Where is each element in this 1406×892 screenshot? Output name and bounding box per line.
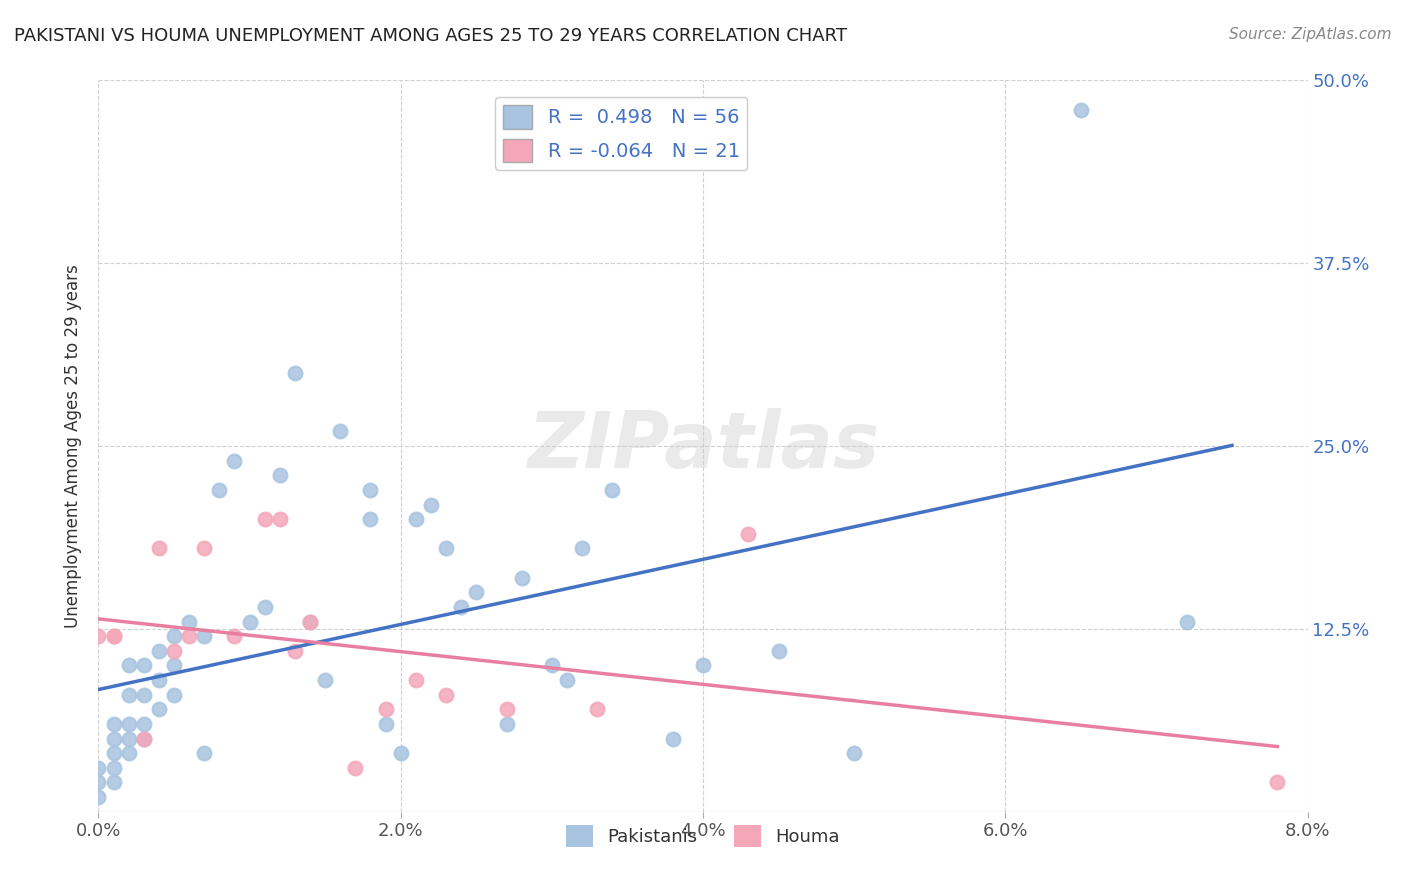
Point	[103, 746, 125, 760]
Point	[555, 673, 578, 687]
Point	[118, 731, 141, 746]
Point	[465, 585, 488, 599]
Point	[420, 498, 443, 512]
Point	[661, 731, 683, 746]
Point	[374, 717, 396, 731]
Point	[269, 468, 291, 483]
Point	[118, 746, 141, 760]
Point	[193, 629, 215, 643]
Point	[344, 761, 367, 775]
Point	[510, 571, 533, 585]
Point	[179, 629, 201, 643]
Point	[148, 541, 170, 556]
Point	[284, 644, 307, 658]
Point	[103, 629, 125, 643]
Point	[314, 673, 336, 687]
Point	[434, 688, 457, 702]
Point	[239, 615, 262, 629]
Point	[87, 761, 110, 775]
Point	[103, 775, 125, 789]
Point	[103, 731, 125, 746]
Y-axis label: Unemployment Among Ages 25 to 29 years: Unemployment Among Ages 25 to 29 years	[65, 264, 83, 628]
Point	[132, 688, 155, 702]
Point	[118, 717, 141, 731]
Point	[148, 673, 170, 687]
Point	[132, 717, 155, 731]
Point	[586, 702, 609, 716]
Point	[208, 483, 231, 497]
Point	[132, 658, 155, 673]
Point	[737, 526, 759, 541]
Text: ZIPatlas: ZIPatlas	[527, 408, 879, 484]
Point	[329, 425, 352, 439]
Point	[193, 746, 215, 760]
Point	[1175, 615, 1198, 629]
Point	[148, 702, 170, 716]
Point	[284, 366, 307, 380]
Point	[374, 702, 396, 716]
Point	[571, 541, 593, 556]
Legend: Pakistanis, Houma: Pakistanis, Houma	[558, 817, 848, 854]
Point	[163, 688, 186, 702]
Point	[132, 731, 155, 746]
Text: Source: ZipAtlas.com: Source: ZipAtlas.com	[1229, 27, 1392, 42]
Point	[1070, 103, 1092, 117]
Point	[1267, 775, 1289, 789]
Point	[299, 615, 322, 629]
Point	[540, 658, 562, 673]
Point	[148, 644, 170, 658]
Point	[103, 629, 125, 643]
Point	[87, 775, 110, 789]
Point	[360, 512, 382, 526]
Point	[253, 512, 276, 526]
Point	[132, 731, 155, 746]
Point	[269, 512, 291, 526]
Point	[179, 615, 201, 629]
Point	[405, 512, 427, 526]
Point	[405, 673, 427, 687]
Point	[103, 717, 125, 731]
Point	[87, 629, 110, 643]
Point	[118, 688, 141, 702]
Point	[389, 746, 412, 760]
Point	[253, 599, 276, 614]
Point	[103, 761, 125, 775]
Point	[224, 629, 246, 643]
Point	[450, 599, 472, 614]
Point	[692, 658, 714, 673]
Point	[193, 541, 215, 556]
Point	[768, 644, 790, 658]
Point	[163, 629, 186, 643]
Point	[434, 541, 457, 556]
Point	[118, 658, 141, 673]
Text: PAKISTANI VS HOUMA UNEMPLOYMENT AMONG AGES 25 TO 29 YEARS CORRELATION CHART: PAKISTANI VS HOUMA UNEMPLOYMENT AMONG AG…	[14, 27, 846, 45]
Point	[602, 483, 624, 497]
Point	[299, 615, 322, 629]
Point	[844, 746, 866, 760]
Point	[495, 702, 517, 716]
Point	[224, 453, 246, 467]
Point	[87, 790, 110, 805]
Point	[163, 658, 186, 673]
Point	[360, 483, 382, 497]
Point	[163, 644, 186, 658]
Point	[495, 717, 517, 731]
